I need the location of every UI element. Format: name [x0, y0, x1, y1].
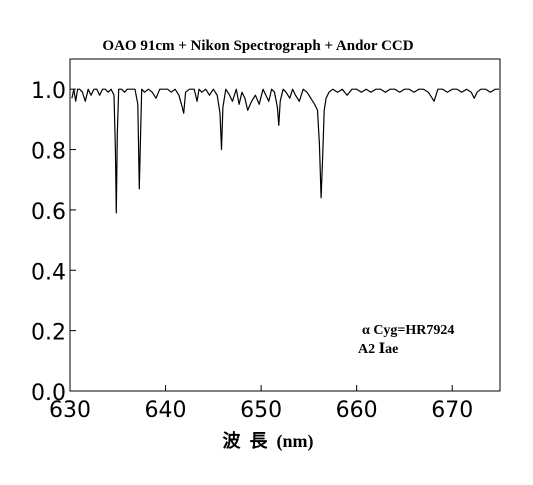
- star-name-annotation: α Cyg=HR7924: [362, 323, 454, 338]
- chart-title: OAO 91cm + Nikon Spectrograph + Andor CC…: [102, 38, 413, 54]
- y-axis-ticks: 0.0 0.2 0.4 0.6 0.8 1.0: [31, 79, 76, 406]
- x-axis-ticks: 630 640 650 660 670: [49, 385, 473, 423]
- x-tick-label: 650: [240, 398, 282, 423]
- y-tick-label: 0.6: [31, 200, 66, 225]
- x-axis-label: 波 長 (nm): [223, 430, 314, 452]
- x-tick-label: 630: [49, 398, 91, 423]
- y-tick-label: 0.0: [31, 381, 66, 406]
- x-tick-label: 660: [336, 398, 378, 423]
- spectral-type-annotation: A2 Ⅰae: [358, 342, 398, 357]
- y-tick-label: 0.8: [31, 140, 66, 165]
- spectrum-line: [71, 88, 499, 214]
- series-layer: [71, 88, 499, 214]
- y-tick-label: 1.0: [31, 79, 66, 104]
- y-tick-label: 0.4: [31, 260, 66, 285]
- x-tick-label: 640: [145, 398, 187, 423]
- plot-frame: [69, 58, 501, 392]
- x-tick-label: 670: [431, 398, 473, 423]
- y-tick-label: 0.2: [31, 321, 66, 346]
